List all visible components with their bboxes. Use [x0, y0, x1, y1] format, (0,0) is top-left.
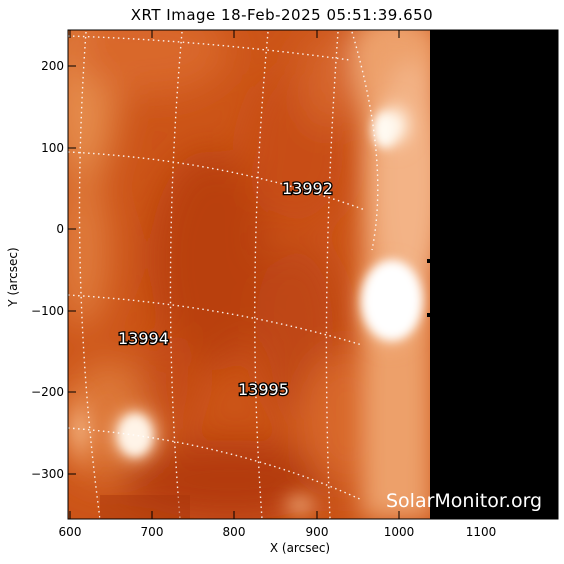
tick-marks — [68, 30, 558, 519]
y-tick-label: −100 — [31, 304, 64, 318]
x-tick-label: 900 — [306, 525, 329, 539]
x-tick-label: 600 — [59, 525, 82, 539]
x-tick-label: 1100 — [466, 525, 497, 539]
x-tick-label: 1000 — [384, 525, 415, 539]
xrt-image — [68, 30, 430, 519]
plot-frame — [67, 29, 559, 520]
y-tick-labels: 200 100 0 −100 −200 −300 — [31, 59, 64, 481]
y-tick-label: 200 — [41, 59, 64, 73]
off-disk-area — [430, 30, 558, 519]
y-tick-label: −300 — [31, 467, 64, 481]
active-region-label: 13995 — [238, 380, 289, 399]
x-tick-labels: 600 700 800 900 1000 1100 — [59, 525, 497, 539]
watermark-text: SolarMonitor.org — [386, 490, 542, 512]
y-tick-label: 0 — [56, 222, 64, 236]
x-tick-label: 800 — [223, 525, 246, 539]
active-region-label: 13992 — [282, 179, 333, 198]
y-tick-label: −200 — [31, 385, 64, 399]
active-region-label: 13994 — [118, 329, 169, 348]
image-title: XRT Image 18-Feb-2025 05:51:39.650 — [130, 6, 434, 24]
y-tick-label: 100 — [41, 141, 64, 155]
x-axis-label: X (arcsec) — [269, 541, 331, 555]
heliographic-grid — [68, 31, 379, 519]
x-tick-label: 700 — [141, 525, 164, 539]
